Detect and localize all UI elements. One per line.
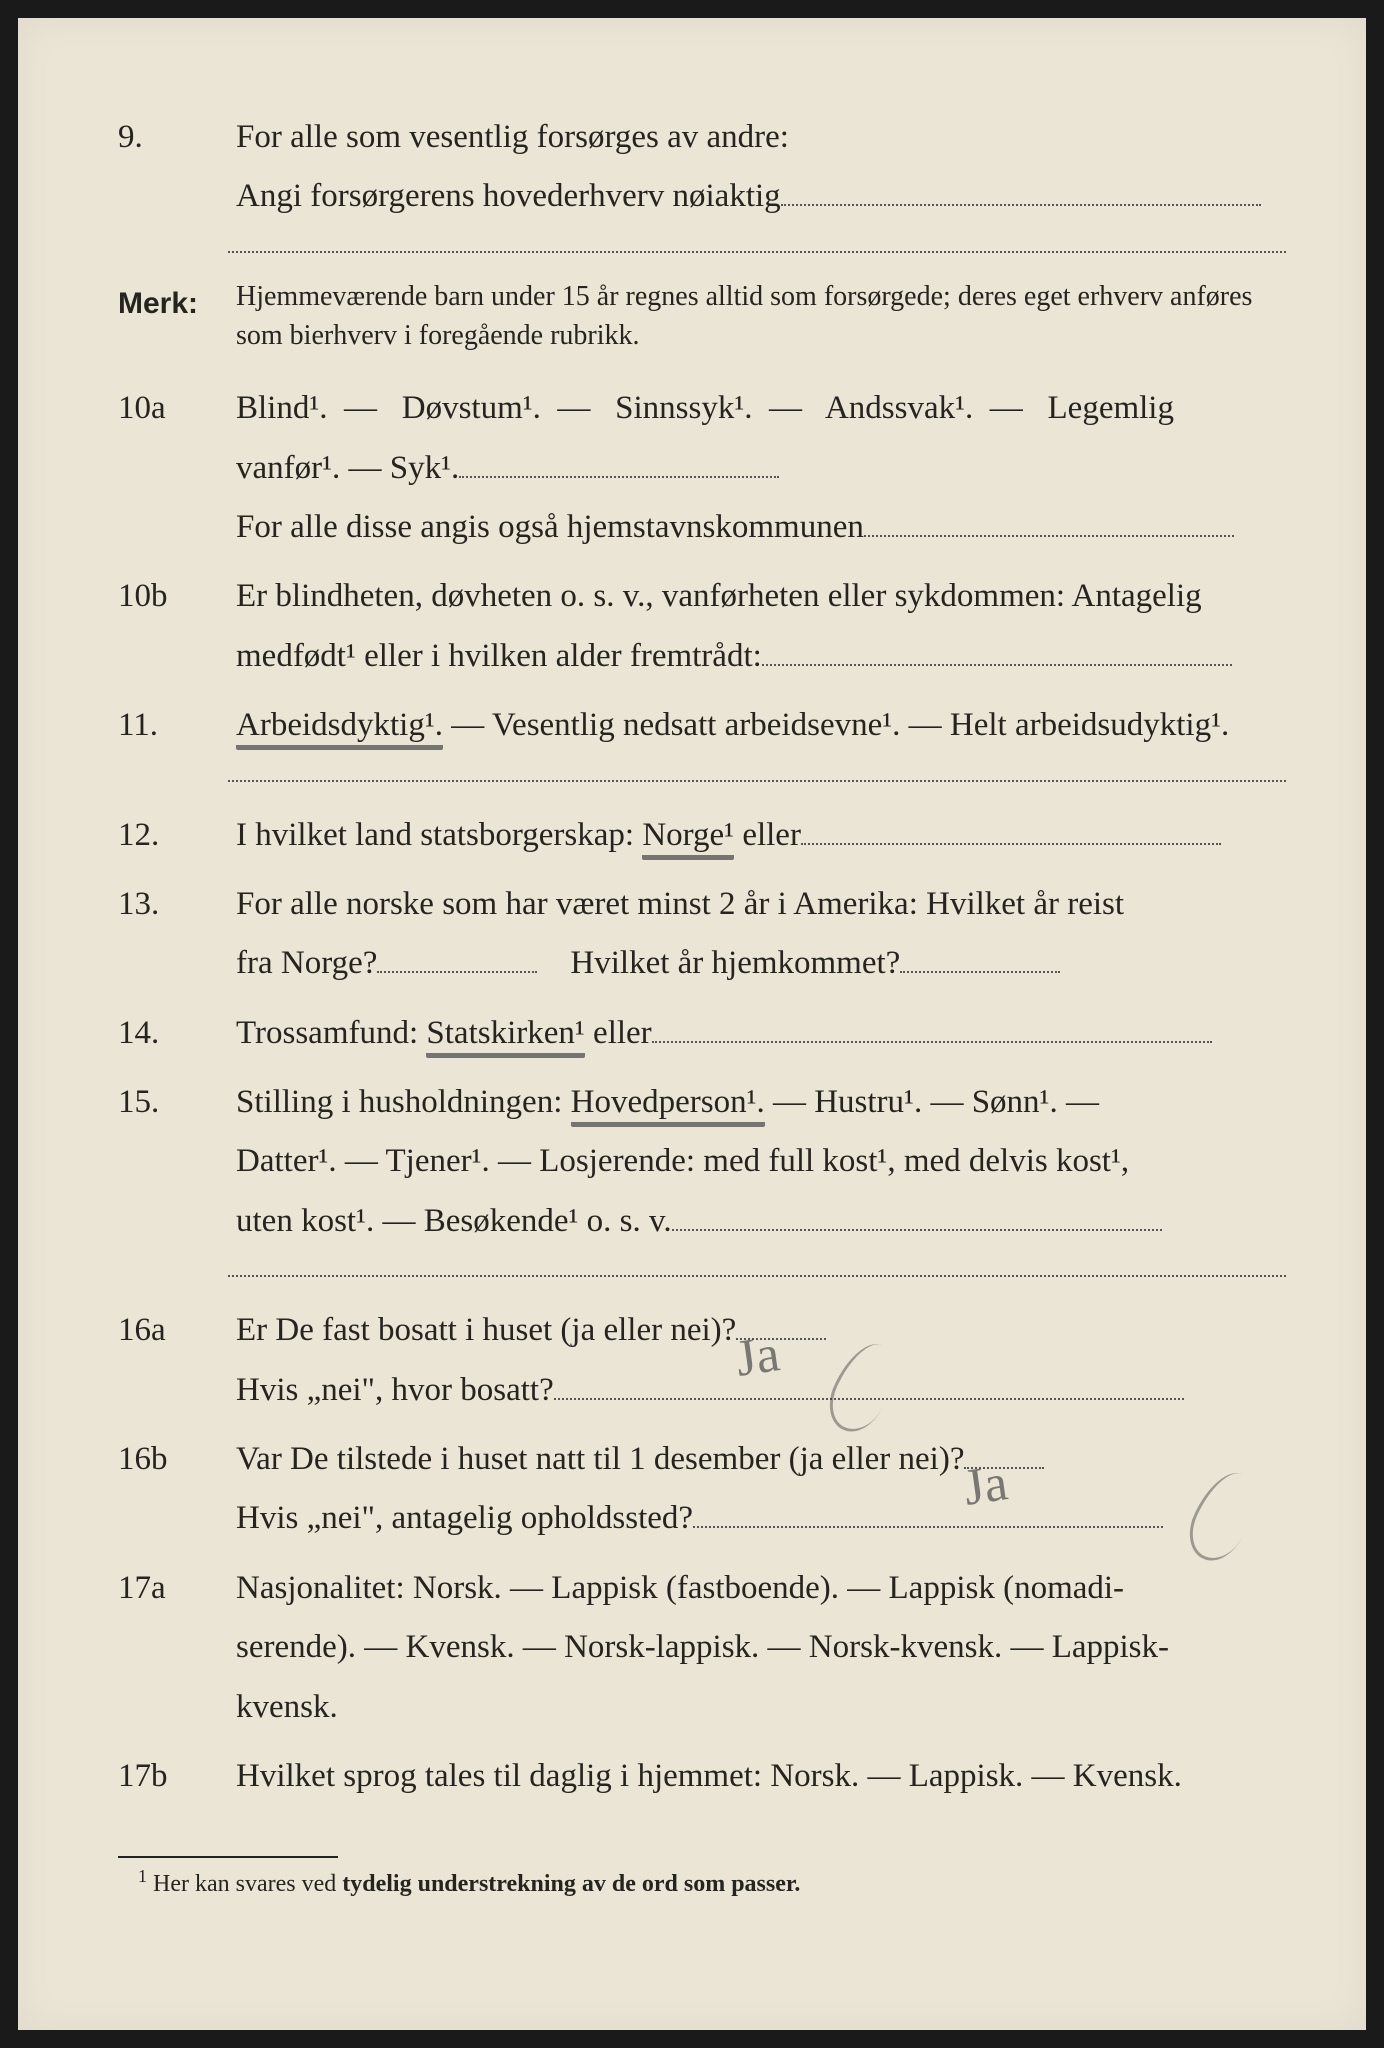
q16b-line2: Hvis „nei", antagelig opholdssted? bbox=[236, 1500, 693, 1536]
q16b-blank[interactable] bbox=[693, 1526, 1163, 1528]
merk-text: Hjemmeværende barn under 15 år regnes al… bbox=[236, 277, 1286, 355]
q10a-number: 10a bbox=[118, 379, 236, 438]
q9-line1: For alle som vesentlig forsørges av andr… bbox=[236, 119, 789, 155]
q12-blank[interactable] bbox=[801, 843, 1221, 845]
q10b-blank[interactable] bbox=[762, 664, 1232, 666]
question-9: 9. For alle som vesentlig forsørges av a… bbox=[118, 108, 1286, 227]
question-15: 15. Stilling i husholdningen: Hovedperso… bbox=[118, 1073, 1286, 1251]
q10a-body: Blind¹. — Døvstum¹. — Sinnssyk¹. — Andss… bbox=[236, 379, 1286, 557]
q13-body: For alle norske som har været minst 2 år… bbox=[236, 875, 1286, 994]
question-16a: 16a Er De fast bosatt i huset (ja eller … bbox=[118, 1301, 1286, 1420]
opt-andssvak: Andssvak¹. bbox=[825, 390, 973, 426]
q15-blank[interactable] bbox=[672, 1229, 1162, 1231]
opt-arbeidsdyktig-selected: Arbeidsdyktig¹. bbox=[236, 707, 443, 750]
q16a-line2: Hvis „nei", hvor bosatt? bbox=[236, 1372, 554, 1408]
q10b-body: Er blindheten, døvheten o. s. v., vanfør… bbox=[236, 567, 1286, 686]
divider bbox=[228, 1265, 1286, 1277]
q15-rest1: — Hustru¹. — Sønn¹. — bbox=[765, 1084, 1099, 1120]
q16a-line1: Er De fast bosatt i huset (ja eller nei)… bbox=[236, 1312, 736, 1348]
q14-text-b: eller bbox=[585, 1015, 652, 1051]
q16b-answer[interactable]: Ja bbox=[964, 1467, 1044, 1469]
q17a-line3: kvensk. bbox=[236, 1689, 338, 1725]
question-11: 11. Arbeidsdyktig¹. — Vesentlig nedsatt … bbox=[118, 696, 1286, 755]
question-10b: 10b Er blindheten, døvheten o. s. v., va… bbox=[118, 567, 1286, 686]
note-merk: Merk: Hjemmeværende barn under 15 år reg… bbox=[118, 277, 1286, 355]
q16b-number: 16b bbox=[118, 1430, 236, 1489]
q12-text-b: eller bbox=[734, 817, 801, 853]
handwriting-loop bbox=[1179, 1463, 1266, 1570]
q17a-line2: serende). — Kvensk. — Norsk-lappisk. — N… bbox=[236, 1629, 1169, 1665]
opt-hovedperson-selected: Hovedperson¹. bbox=[571, 1084, 765, 1127]
q9-body: For alle som vesentlig forsørges av andr… bbox=[236, 108, 1286, 227]
q10a-blank2[interactable] bbox=[864, 535, 1234, 537]
divider bbox=[228, 770, 1286, 782]
q16b-body: Var De tilstede i huset natt til 1 desem… bbox=[236, 1430, 1286, 1549]
q12-body: I hvilket land statsborgerskap: Norge¹ e… bbox=[236, 806, 1286, 865]
merk-label: Merk: bbox=[118, 277, 236, 331]
q16a-body: Er De fast bosatt i huset (ja eller nei)… bbox=[236, 1301, 1286, 1420]
handwritten-ja: Ja bbox=[958, 1436, 1014, 1535]
q11-number: 11. bbox=[118, 696, 236, 755]
q13-number: 13. bbox=[118, 875, 236, 934]
opt-sinnssyk: Sinnssyk¹. bbox=[615, 390, 752, 426]
q9-number: 9. bbox=[118, 108, 236, 167]
q14-text-a: Trossamfund: bbox=[236, 1015, 426, 1051]
q17b-body: Hvilket sprog tales til daglig i hjemmet… bbox=[236, 1747, 1286, 1806]
q11-body: Arbeidsdyktig¹. — Vesentlig nedsatt arbe… bbox=[236, 696, 1286, 755]
q10b-line2: medfødt¹ eller i hvilken alder fremtrådt… bbox=[236, 638, 762, 674]
opt-statskirken-selected: Statskirken¹ bbox=[426, 1015, 584, 1058]
question-14: 14. Trossamfund: Statskirken¹ eller bbox=[118, 1004, 1286, 1063]
q13-line2a: fra Norge? bbox=[236, 945, 377, 981]
handwritten-ja: Ja bbox=[730, 1308, 786, 1407]
q17b-number: 17b bbox=[118, 1747, 236, 1806]
q11-rest: — Vesentlig nedsatt arbeidsevne¹. — Helt… bbox=[443, 707, 1229, 743]
q10a-line2: vanfør¹. — Syk¹. bbox=[236, 450, 459, 486]
q13-blank2[interactable] bbox=[900, 971, 1060, 973]
question-10a: 10a Blind¹. — Døvstum¹. — Sinnssyk¹. — A… bbox=[118, 379, 1286, 557]
q14-number: 14. bbox=[118, 1004, 236, 1063]
q15-text-a: Stilling i husholdningen: bbox=[236, 1084, 571, 1120]
q10a-line3: For alle disse angis også hjemstavnskomm… bbox=[236, 509, 864, 545]
opt-legemlig: Legemlig bbox=[1048, 390, 1174, 426]
question-12: 12. I hvilket land statsborgerskap: Norg… bbox=[118, 806, 1286, 865]
q16a-answer[interactable]: Ja bbox=[736, 1338, 826, 1340]
q14-body: Trossamfund: Statskirken¹ eller bbox=[236, 1004, 1286, 1063]
footnote-text-a: Her kan svares ved bbox=[153, 1871, 342, 1897]
q12-text-a: I hvilket land statsborgerskap: bbox=[236, 817, 642, 853]
q10b-number: 10b bbox=[118, 567, 236, 626]
q17a-line1: Nasjonalitet: Norsk. — Lappisk (fastboen… bbox=[236, 1570, 1124, 1606]
question-17b: 17b Hvilket sprog tales til daglig i hje… bbox=[118, 1747, 1286, 1806]
q15-number: 15. bbox=[118, 1073, 236, 1132]
q13-line1: For alle norske som har været minst 2 år… bbox=[236, 886, 1124, 922]
q15-line2: Datter¹. — Tjener¹. — Losjerende: med fu… bbox=[236, 1143, 1129, 1179]
question-16b: 16b Var De tilstede i huset natt til 1 d… bbox=[118, 1430, 1286, 1549]
q9-line2: Angi forsørgerens hovederhverv nøiaktig bbox=[236, 178, 781, 214]
q15-body: Stilling i husholdningen: Hovedperson¹. … bbox=[236, 1073, 1286, 1251]
q17a-body: Nasjonalitet: Norsk. — Lappisk (fastboen… bbox=[236, 1559, 1286, 1737]
footnote-bold: tydelig understrekning av de ord som pas… bbox=[342, 1871, 800, 1897]
q14-blank[interactable] bbox=[652, 1041, 1212, 1043]
question-17a: 17a Nasjonalitet: Norsk. — Lappisk (fast… bbox=[118, 1559, 1286, 1737]
footnote-marker: 1 bbox=[138, 1866, 147, 1886]
divider bbox=[228, 241, 1286, 253]
q16a-number: 16a bbox=[118, 1301, 236, 1360]
footnote: 1 Her kan svares ved tydelig understrekn… bbox=[118, 1858, 1286, 1898]
q10b-line1: Er blindheten, døvheten o. s. v., vanfør… bbox=[236, 578, 1202, 614]
q15-line3: uten kost¹. — Besøkende¹ o. s. v. bbox=[236, 1203, 672, 1239]
opt-dovstum: Døvstum¹. bbox=[402, 390, 541, 426]
opt-blind: Blind¹. bbox=[236, 390, 328, 426]
q13-blank1[interactable] bbox=[377, 971, 537, 973]
q9-blank[interactable] bbox=[781, 204, 1261, 206]
q13-line2b: Hvilket år hjemkommet? bbox=[570, 945, 900, 981]
q12-number: 12. bbox=[118, 806, 236, 865]
q17a-number: 17a bbox=[118, 1559, 236, 1618]
census-form-page: 9. For alle som vesentlig forsørges av a… bbox=[18, 18, 1366, 2030]
handwriting-loop bbox=[819, 1334, 906, 1441]
q16b-line1: Var De tilstede i huset natt til 1 desem… bbox=[236, 1441, 964, 1477]
question-13: 13. For alle norske som har været minst … bbox=[118, 875, 1286, 994]
q10a-blank1[interactable] bbox=[459, 476, 779, 478]
opt-norge-selected: Norge¹ bbox=[642, 817, 734, 860]
q17b-text: Hvilket sprog tales til daglig i hjemmet… bbox=[236, 1758, 1182, 1794]
